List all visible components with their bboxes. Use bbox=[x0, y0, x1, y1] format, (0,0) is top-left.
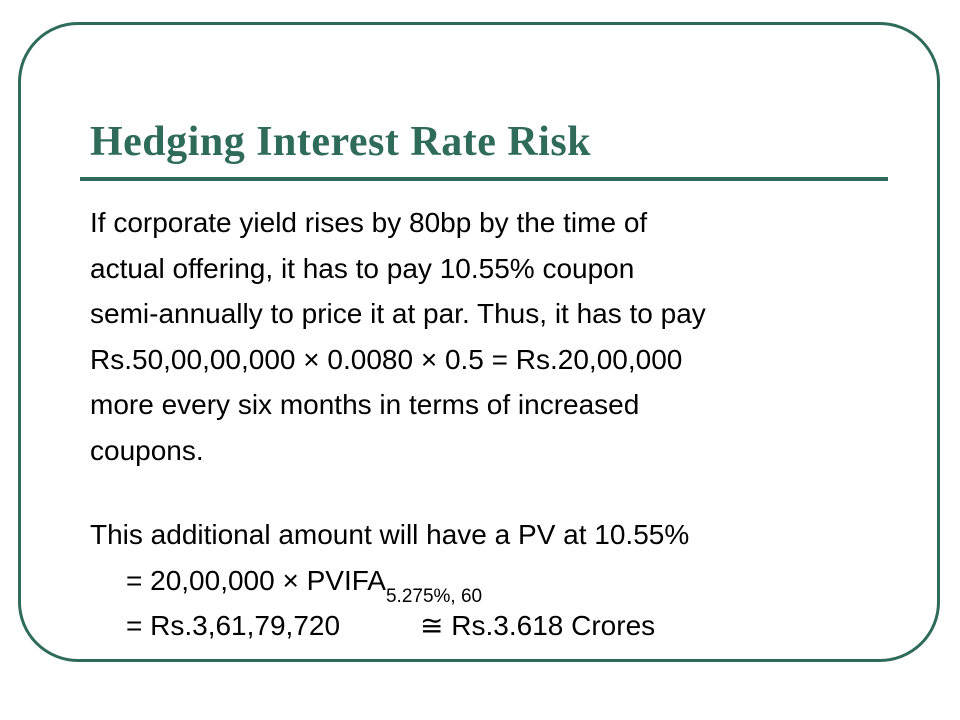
paragraph-1-line-1: If corporate yield rises by 80bp by the … bbox=[90, 207, 648, 238]
slide-body: If corporate yield rises by 80bp by the … bbox=[90, 200, 890, 649]
pvifa-subscript: 5.275%, 60 bbox=[385, 585, 483, 607]
paragraph-1-line-4: Rs.50,00,00,000 × 0.0080 × 0.5 = Rs.20,0… bbox=[90, 343, 683, 375]
paragraph-1-line-3: semi-annually to price it at par. Thus, … bbox=[90, 298, 706, 329]
result-approx-crores: ≅ Rs.3.618 Crores bbox=[420, 610, 656, 641]
title-underline bbox=[80, 177, 888, 181]
paragraph-1-line-5: more every six months in terms of increa… bbox=[90, 389, 640, 420]
paragraph-gap bbox=[90, 473, 890, 512]
result-value: = Rs.3,61,79,720 bbox=[126, 610, 341, 641]
pvifa-equation-main: = 20,00,000 × PVIFA bbox=[126, 564, 386, 596]
paragraph-1-line-6: coupons. bbox=[90, 434, 204, 466]
slide-title: Hedging Interest Rate Risk bbox=[90, 119, 592, 165]
pvifa-equation: = 20,00,000 × PVIFA5.275%, 60 bbox=[90, 558, 890, 607]
result-equation: = Rs.3,61,79,720 ≅ Rs.3.618 Crores bbox=[90, 603, 890, 649]
slide-frame bbox=[18, 22, 940, 662]
paragraph-1-line-2: actual offering, it has to pay 10.55% co… bbox=[90, 252, 635, 284]
pv-intro-line: This additional amount will have a PV at… bbox=[90, 519, 690, 550]
